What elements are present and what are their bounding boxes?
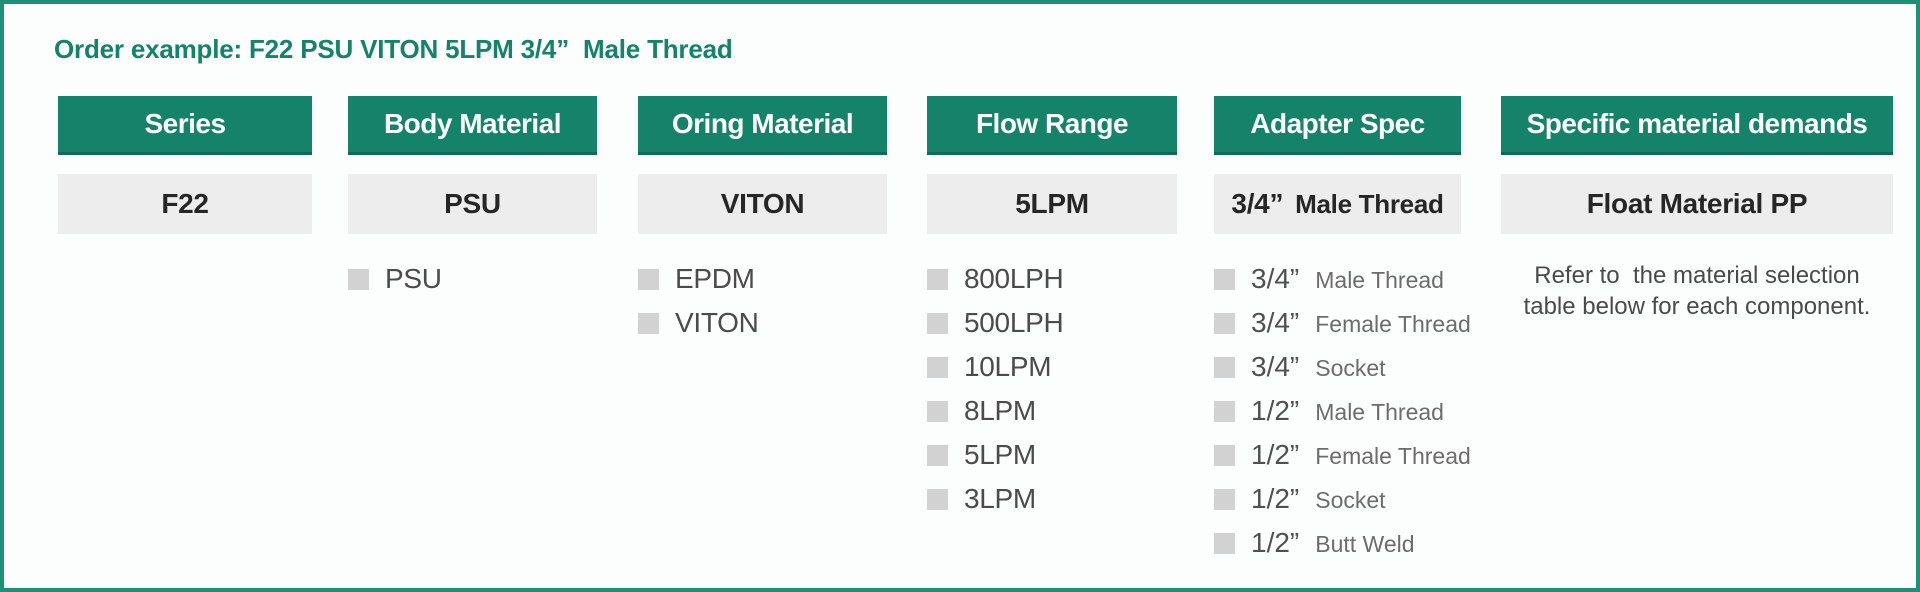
checkbox-bullet-icon — [927, 488, 948, 510]
selected-value-flow-range: 5LPM — [927, 174, 1177, 234]
adapter-type: Socket — [1315, 487, 1386, 513]
checkbox-bullet-icon — [1214, 488, 1235, 510]
adapter-size: 1/2” — [1251, 439, 1300, 470]
option-row-5lpm: 5LPM — [927, 433, 1177, 477]
column-series: Series F22 — [58, 96, 312, 234]
adapter-spec-options: 3/4” Male Thread 3/4” Female Thread 3/4” So… — [1214, 257, 1471, 565]
column-header-adapter-spec: Adapter Spec — [1214, 96, 1461, 155]
adapter-type: Female Thread — [1315, 443, 1471, 469]
oring-material-options: EPDM VITON — [638, 257, 887, 345]
option-row-800lph: 800LPH — [927, 257, 1177, 301]
adapter-size: 1/2” — [1251, 483, 1300, 514]
option-label: 5LPM — [964, 439, 1036, 470]
selected-adapter-type: Male Thread — [1295, 188, 1444, 219]
checkbox-bullet-icon — [927, 268, 948, 290]
option-row-12-butt-weld: 1/2” Butt Weld — [1214, 521, 1461, 565]
option-label: VITON — [675, 307, 759, 338]
adapter-size: 3/4” — [1251, 351, 1300, 382]
selected-adapter-size: 3/4” — [1231, 188, 1284, 219]
checkbox-bullet-icon — [927, 400, 948, 422]
option-label: 800LPH — [964, 263, 1064, 294]
column-body-material: Body Material PSU PSU — [348, 96, 597, 301]
column-oring-material: Oring Material VITON EPDM VITON — [638, 96, 887, 345]
option-label: 8LPM — [964, 395, 1036, 426]
checkbox-bullet-icon — [1214, 532, 1235, 554]
option-row-12-female-thread: 1/2” Female Thread — [1214, 433, 1471, 477]
column-header-specific-material-demands: Specific material demands — [1501, 96, 1893, 155]
option-row-3lpm: 3LPM — [927, 477, 1177, 521]
option-label: 10LPM — [964, 351, 1052, 382]
column-specific-material-demands: Specific material demands Float Material… — [1501, 96, 1893, 322]
checkbox-bullet-icon — [1214, 444, 1235, 466]
adapter-size: 3/4” — [1251, 263, 1300, 294]
option-label: EPDM — [675, 263, 755, 294]
checkbox-bullet-icon — [1214, 268, 1235, 290]
column-flow-range: Flow Range 5LPM 800LPH 500LPH 10LPM 8LPM… — [927, 96, 1177, 521]
option-row-8lpm: 8LPM — [927, 389, 1177, 433]
option-row-epdm: EPDM — [638, 257, 887, 301]
selected-value-adapter-spec: 3/4” Male Thread — [1214, 174, 1461, 234]
checkbox-bullet-icon — [927, 444, 948, 466]
flow-range-options: 800LPH 500LPH 10LPM 8LPM 5LPM 3LPM — [927, 257, 1177, 521]
selected-value-oring-material: VITON — [638, 174, 887, 234]
material-selection-note: Refer to the material selection table be… — [1523, 262, 1871, 320]
adapter-size: 3/4” — [1251, 307, 1300, 338]
checkbox-bullet-icon — [348, 268, 369, 290]
adapter-size: 1/2” — [1251, 395, 1300, 426]
adapter-type: Butt Weld — [1315, 531, 1415, 557]
option-row-34-female-thread: 3/4” Female Thread — [1214, 301, 1471, 345]
option-label: 500LPH — [964, 307, 1064, 338]
option-label: 3LPM — [964, 483, 1036, 514]
checkbox-bullet-icon — [1214, 312, 1235, 334]
checkbox-bullet-icon — [927, 356, 948, 378]
option-row-12-socket: 1/2” Socket — [1214, 477, 1461, 521]
column-header-body-material: Body Material — [348, 96, 597, 155]
adapter-type: Female Thread — [1315, 311, 1471, 337]
option-row-500lph: 500LPH — [927, 301, 1177, 345]
option-row-34-male-thread: 3/4” Male Thread — [1214, 257, 1461, 301]
selected-value-body-material: PSU — [348, 174, 597, 234]
column-header-series: Series — [58, 96, 312, 155]
adapter-type: Socket — [1315, 355, 1386, 381]
checkbox-bullet-icon — [1214, 400, 1235, 422]
column-adapter-spec: Adapter Spec 3/4” Male Thread 3/4” Male T… — [1214, 96, 1471, 565]
option-row-12-male-thread: 1/2” Male Thread — [1214, 389, 1461, 433]
checkbox-bullet-icon — [638, 312, 659, 334]
checkbox-bullet-icon — [1214, 356, 1235, 378]
adapter-type: Male Thread — [1315, 399, 1444, 425]
option-row-34-socket: 3/4” Socket — [1214, 345, 1461, 389]
adapter-type: Male Thread — [1315, 267, 1444, 293]
selected-value-float-material: Float Material PP — [1501, 174, 1893, 234]
selected-value-series: F22 — [58, 174, 312, 234]
column-header-flow-range: Flow Range — [927, 96, 1177, 155]
body-material-options: PSU — [348, 257, 597, 301]
option-row-psu: PSU — [348, 257, 597, 301]
option-row-viton: VITON — [638, 301, 887, 345]
adapter-size: 1/2” — [1251, 527, 1300, 558]
checkbox-bullet-icon — [927, 312, 948, 334]
order-example-title: Order example: F22 PSU VITON 5LPM 3/4” M… — [54, 34, 733, 64]
option-row-10lpm: 10LPM — [927, 345, 1177, 389]
option-label: PSU — [385, 263, 442, 294]
checkbox-bullet-icon — [638, 268, 659, 290]
column-header-oring-material: Oring Material — [638, 96, 887, 155]
